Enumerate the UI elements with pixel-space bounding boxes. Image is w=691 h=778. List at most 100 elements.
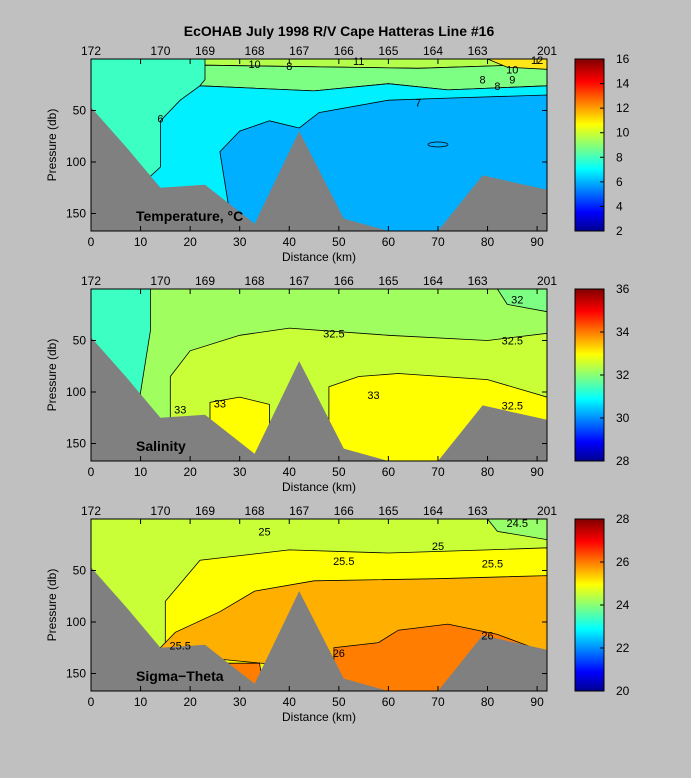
station-label: 165 [378, 44, 398, 58]
contour-region [487, 59, 547, 70]
station-label: 172 [81, 504, 101, 518]
contour-label: 33 [367, 390, 379, 402]
station-label: 165 [378, 274, 398, 288]
station-label: 164 [423, 44, 443, 58]
x-tick-label: 10 [134, 695, 148, 709]
x-tick-label: 10 [134, 235, 148, 249]
x-tick-label: 70 [431, 695, 445, 709]
colorbar-tick-label: 34 [616, 325, 630, 339]
station-label: 164 [423, 274, 443, 288]
station-label: 168 [245, 274, 265, 288]
y-tick-label: 150 [66, 666, 86, 680]
y-axis-label: Pressure (db) [45, 109, 59, 182]
figure-title: EcOHAB July 1998 R/V Cape Hatteras Line … [184, 23, 495, 39]
x-tick-label: 30 [233, 235, 247, 249]
panel-variable-label: Salinity [136, 438, 186, 454]
colorbar-tick-label: 36 [616, 282, 630, 296]
x-tick-label: 20 [183, 465, 197, 479]
x-tick-label: 20 [183, 695, 197, 709]
x-tick-label: 30 [233, 465, 247, 479]
contour-label: 26 [481, 630, 493, 642]
x-tick-label: 50 [332, 695, 346, 709]
station-label: 167 [289, 44, 309, 58]
x-tick-label: 50 [332, 235, 346, 249]
contour-label: 24.5 [507, 518, 528, 530]
contour-label: 26 [333, 648, 345, 660]
station-label: 167 [289, 504, 309, 518]
y-axis-label: Pressure (db) [45, 569, 59, 642]
y-axis-label: Pressure (db) [45, 339, 59, 412]
x-tick-label: 60 [382, 235, 396, 249]
station-label: 170 [150, 504, 170, 518]
contour-label: 9 [509, 75, 515, 87]
station-label: 166 [334, 44, 354, 58]
plot-frame [90, 58, 548, 232]
x-tick-label: 90 [530, 235, 544, 249]
panel-variable-label: Sigma−Theta [136, 668, 224, 684]
station-label: 201 [537, 274, 557, 288]
contour-label: 8 [480, 75, 486, 87]
colorbar-tick-label: 28 [616, 454, 630, 468]
colorbar-tick-label: 22 [616, 641, 630, 655]
contour-label: 32 [511, 294, 523, 306]
contour-label: 32.5 [323, 328, 344, 340]
y-tick-label: 50 [73, 333, 87, 347]
colorbar-tick-label: 26 [616, 555, 630, 569]
x-tick-label: 70 [431, 235, 445, 249]
panel-variable-label: Temperature, °C [136, 208, 243, 224]
contour-label: 11 [353, 56, 364, 68]
station-label: 163 [468, 274, 488, 288]
y-tick-label: 100 [66, 155, 86, 169]
station-label: 169 [195, 504, 215, 518]
y-tick-label: 50 [73, 103, 87, 117]
colorbar-tick-label: 10 [616, 126, 630, 140]
contour-label: 12 [531, 55, 543, 67]
x-tick-label: 70 [431, 465, 445, 479]
colorbar-tick-label: 4 [616, 199, 623, 213]
colorbar-tick-label: 28 [616, 512, 630, 526]
colorbar-tick-label: 30 [616, 411, 630, 425]
seafloor-bottom [91, 567, 547, 691]
x-tick-label: 90 [530, 695, 544, 709]
x-tick-label: 40 [283, 235, 297, 249]
station-label: 163 [468, 44, 488, 58]
y-tick-label: 100 [66, 615, 86, 629]
contour-label: 10 [506, 64, 518, 76]
plot-body [91, 59, 547, 231]
x-axis-label: Distance (km) [282, 480, 356, 494]
seafloor-bottom [91, 107, 547, 231]
plot-body [91, 519, 547, 691]
x-tick-label: 40 [283, 695, 297, 709]
colorbar-tick-label: 8 [616, 150, 623, 164]
x-tick-label: 10 [134, 465, 148, 479]
contour-label: 8 [494, 81, 500, 93]
station-label: 170 [150, 274, 170, 288]
contour-label: 25.5 [482, 558, 503, 570]
colorbar [574, 518, 605, 692]
station-label: 166 [334, 274, 354, 288]
x-axis-label: Distance (km) [282, 710, 356, 724]
contour-small-closed [427, 141, 449, 148]
station-label: 169 [195, 274, 215, 288]
station-label: 169 [195, 44, 215, 58]
station-label: 166 [334, 504, 354, 518]
y-tick-label: 150 [66, 206, 86, 220]
plot-body [91, 289, 547, 461]
station-label: 170 [150, 44, 170, 58]
seafloor-bottom [91, 337, 547, 461]
colorbar [574, 58, 605, 232]
x-tick-label: 60 [382, 695, 396, 709]
contour-label: 32.5 [502, 335, 523, 347]
y-tick-label: 150 [66, 436, 86, 450]
x-tick-label: 20 [183, 235, 197, 249]
station-label: 167 [289, 274, 309, 288]
colorbar-tick-label: 2 [616, 224, 623, 238]
plot-frame [90, 518, 548, 692]
plot-frame [90, 288, 548, 462]
station-label: 201 [537, 44, 557, 58]
station-label: 172 [81, 274, 101, 288]
x-tick-label: 40 [283, 465, 297, 479]
x-tick-label: 90 [530, 465, 544, 479]
x-tick-label: 60 [382, 465, 396, 479]
